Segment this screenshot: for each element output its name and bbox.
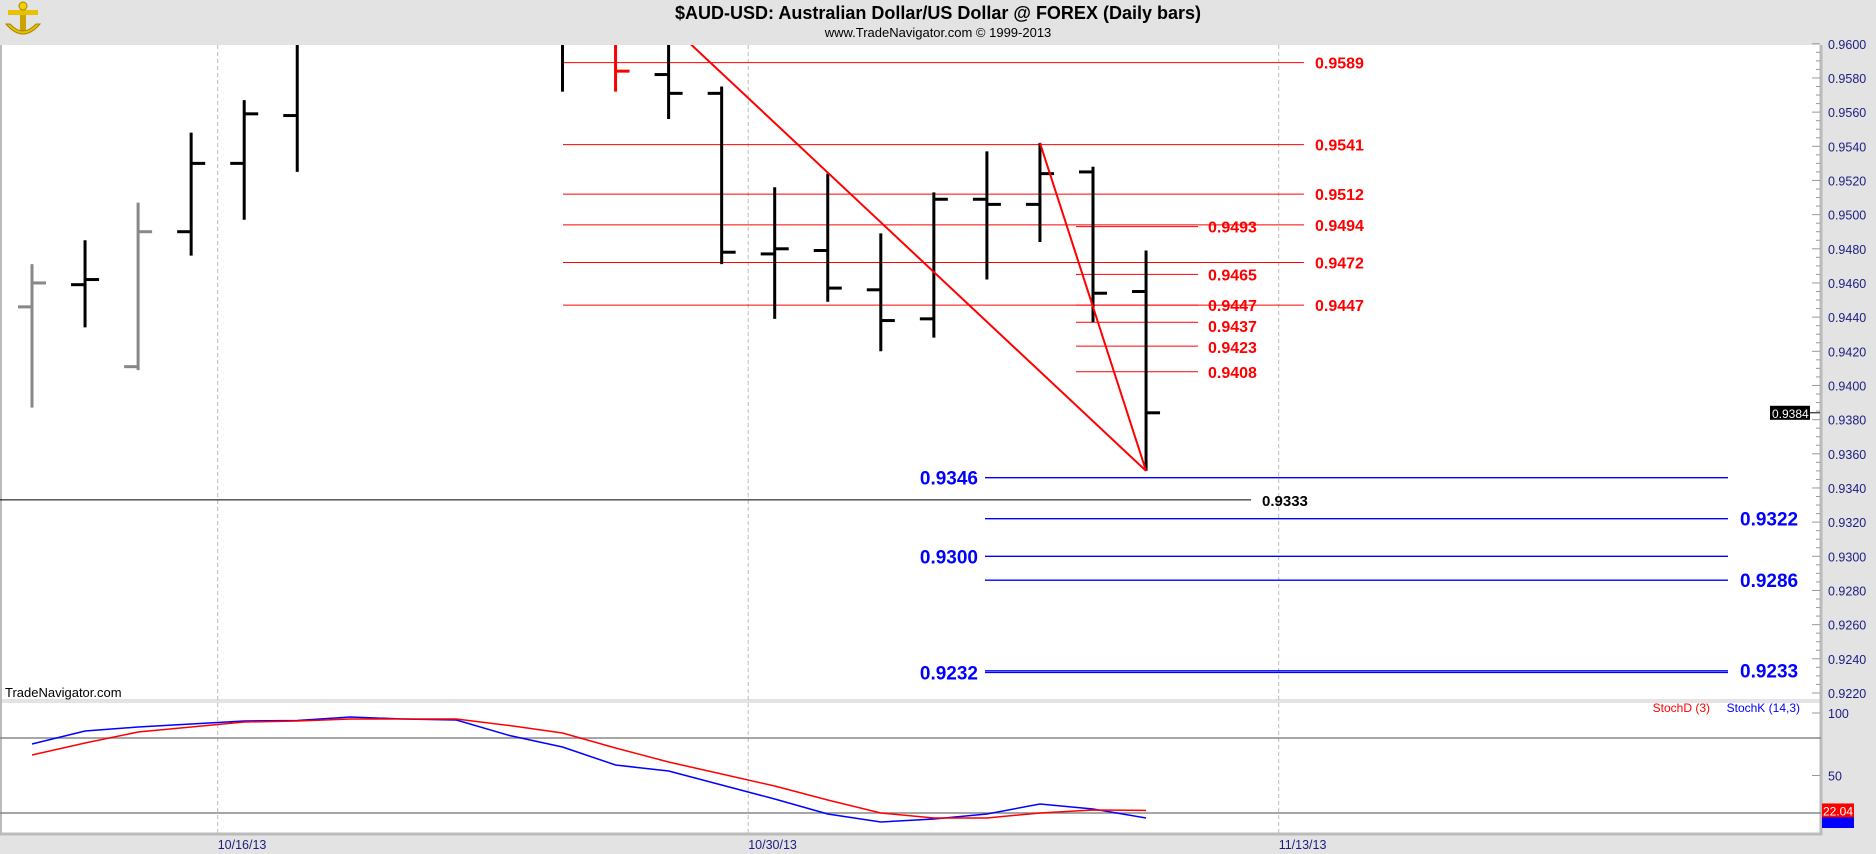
ohlc-bar: [177, 132, 206, 256]
price-tick-label: 0.9520: [1828, 174, 1866, 188]
resistance-label: 0.9512: [1315, 187, 1364, 204]
price-panel[interactable]: [0, 45, 1821, 699]
ohlc-bar: [614, 45, 630, 92]
trendline: [690, 45, 1147, 472]
legend-stochk: StochK (14,3): [1727, 701, 1800, 715]
ohlc-bar: [124, 202, 153, 371]
ohlc-bar: [1025, 142, 1054, 242]
stochastic-indicator: 100 50 22.04: [0, 707, 1854, 828]
price-tick-label: 0.9580: [1828, 72, 1866, 86]
price-tick-label: 0.9440: [1828, 311, 1866, 325]
price-tick-label: 0.9320: [1828, 516, 1866, 530]
date-grid: 10/16/13 10/30/13 11/13/13: [217, 45, 1327, 852]
resistance-label: 0.9541: [1315, 138, 1364, 155]
stochd-value-label: 22.04: [1823, 804, 1853, 818]
price-tick-label: 0.9540: [1828, 140, 1866, 154]
ohlc-bar: [707, 86, 736, 265]
resistance-label: 0.9589: [1315, 56, 1364, 73]
price-tick-label: 0.9420: [1828, 345, 1866, 359]
ohlc-bar: [866, 233, 895, 352]
ohlc-bar: [972, 151, 1001, 280]
price-tick-label: 0.9340: [1828, 482, 1866, 496]
stoch-tick-label: 100: [1828, 707, 1849, 721]
ohlc-bar: [760, 187, 789, 319]
retracement-label: 0.9437: [1208, 319, 1257, 336]
ohlc-bar: [71, 240, 100, 328]
retracement-label: 0.9465: [1208, 267, 1257, 284]
retracement-label: 0.9423: [1208, 340, 1257, 357]
price-axis: 0.9600 0.9580 0.9560 0.9540 0.9520 0.9500 0.94…: [1770, 38, 1866, 701]
ohlc-bar: [919, 192, 948, 338]
price-tick-label: 0.9280: [1828, 584, 1866, 598]
support-label: 0.9233: [1740, 662, 1798, 683]
black-level-label: 0.9333: [1262, 493, 1308, 510]
date-tick-label: 10/16/13: [218, 838, 267, 852]
legend-stochd: StochD (3): [1653, 701, 1710, 715]
stoch-tick-label: 50: [1828, 770, 1842, 784]
price-tick-label: 0.9480: [1828, 243, 1866, 257]
price-tick-label: 0.9460: [1828, 277, 1866, 291]
last-price-box: [1770, 405, 1810, 420]
watermark: TradeNavigator.com: [5, 685, 122, 700]
ohlc-bar: [1079, 166, 1107, 323]
price-tick-label: 0.9380: [1828, 414, 1866, 428]
trendlines: [690, 45, 1148, 472]
last-price-label: 0.9384: [1772, 407, 1809, 421]
ohlc-bar: [18, 264, 46, 408]
stochastic-panel[interactable]: [0, 703, 1821, 833]
price-tick-label: 0.9220: [1828, 687, 1866, 701]
price-tick-label: 0.9500: [1828, 209, 1866, 223]
price-tick-label: 0.9240: [1828, 653, 1866, 667]
price-tick-label: 0.9300: [1828, 550, 1866, 564]
support-label: 0.9232: [920, 663, 978, 684]
support-label: 0.9286: [1740, 571, 1798, 592]
price-tick-label: 0.9600: [1828, 38, 1866, 52]
resistance-label: 0.9447: [1315, 298, 1364, 315]
date-tick-label: 10/30/13: [748, 838, 797, 852]
support-label: 0.9346: [920, 469, 978, 490]
stochk-value-box: [1822, 816, 1854, 828]
retracement-label: 0.9447: [1208, 298, 1257, 315]
support-label: 0.9322: [1740, 510, 1798, 531]
resistance-label: 0.9494: [1315, 218, 1364, 235]
ohlc-bar: [230, 100, 259, 220]
price-tick-label: 0.9260: [1828, 619, 1866, 633]
support-label: 0.9300: [920, 547, 978, 568]
resistance-label: 0.9472: [1315, 255, 1364, 272]
ohlc-bar: [283, 45, 299, 172]
chart-subtitle: www.TradeNavigator.com © 1999-2013: [824, 25, 1052, 40]
retracement-label: 0.9408: [1208, 365, 1257, 382]
retracement-label: 0.9493: [1208, 220, 1257, 237]
chart-title: $AUD-USD: Australian Dollar/US Dollar @ …: [675, 3, 1201, 23]
logo: [4, 1, 42, 35]
stochk-line: [31, 716, 1147, 823]
ohlc-bar: [813, 173, 842, 302]
ohlc-bar: [654, 45, 683, 119]
stochd-line: [31, 718, 1147, 819]
ohlc-bar: [1132, 250, 1161, 471]
price-tick-label: 0.9360: [1828, 448, 1866, 462]
price-levels: 0.9589 0.9541 0.9512 0.9494 0.9472 0.9447 0.94…: [0, 56, 1798, 684]
trendline: [1038, 142, 1148, 472]
stochd-value-box: [1822, 803, 1854, 818]
date-tick-label: 11/13/13: [1279, 838, 1327, 852]
price-tick-label: 0.9560: [1828, 106, 1866, 120]
ohlc-bars: [18, 45, 1161, 471]
price-tick-label: 0.9400: [1828, 379, 1866, 393]
